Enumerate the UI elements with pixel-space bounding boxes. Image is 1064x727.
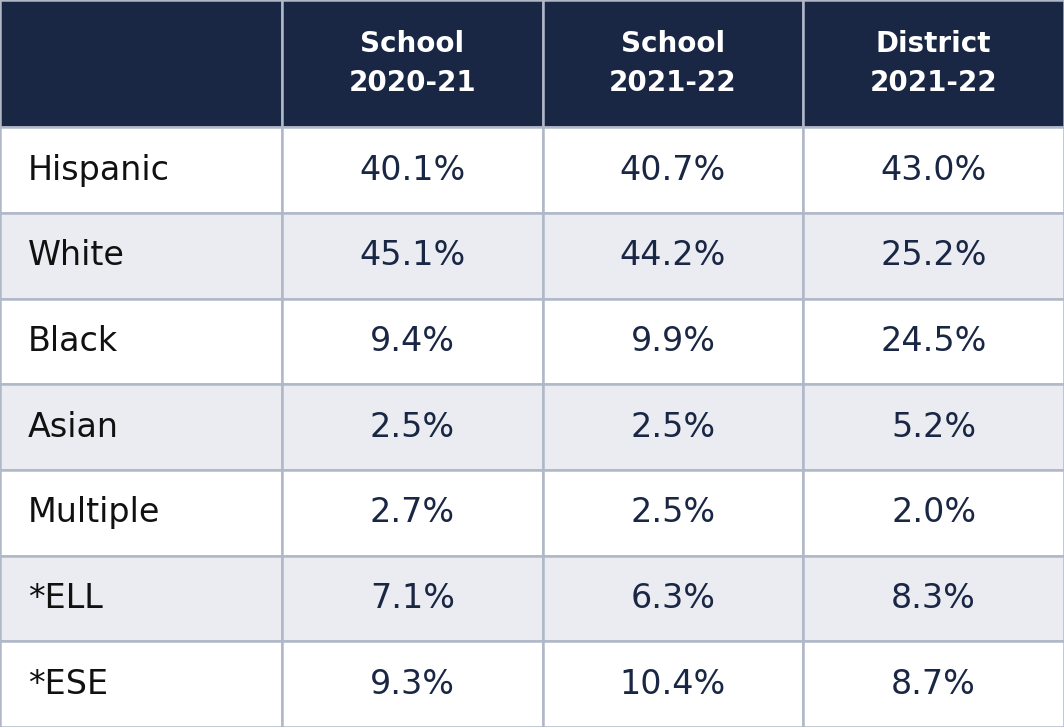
Text: 9.3%: 9.3% — [370, 667, 454, 701]
Text: Asian: Asian — [28, 411, 119, 443]
Text: 8.7%: 8.7% — [892, 667, 976, 701]
Bar — [282, 641, 543, 727]
Text: 5.2%: 5.2% — [891, 411, 977, 443]
Bar — [803, 385, 1064, 470]
Bar — [0, 470, 282, 555]
Bar — [0, 385, 282, 470]
Text: 40.7%: 40.7% — [620, 153, 726, 187]
Bar — [282, 213, 543, 299]
Bar — [0, 555, 282, 641]
Bar — [803, 127, 1064, 213]
Text: District
2021-22: District 2021-22 — [870, 30, 997, 97]
Bar — [282, 470, 543, 555]
Bar — [803, 213, 1064, 299]
Text: 44.2%: 44.2% — [620, 239, 726, 272]
Bar — [0, 0, 282, 127]
Bar — [543, 213, 803, 299]
Text: 2.5%: 2.5% — [630, 497, 716, 529]
Bar — [0, 299, 282, 385]
Text: *ELL: *ELL — [28, 582, 103, 615]
Text: 43.0%: 43.0% — [881, 153, 986, 187]
Bar — [803, 299, 1064, 385]
Text: 40.1%: 40.1% — [360, 153, 465, 187]
Text: 10.4%: 10.4% — [620, 667, 726, 701]
Bar — [803, 641, 1064, 727]
Bar — [543, 127, 803, 213]
Bar — [0, 127, 282, 213]
Bar — [543, 0, 803, 127]
Bar — [803, 470, 1064, 555]
Text: 7.1%: 7.1% — [370, 582, 454, 615]
Text: *ESE: *ESE — [28, 667, 109, 701]
Text: School
2021-22: School 2021-22 — [610, 30, 736, 97]
Bar — [543, 385, 803, 470]
Bar — [543, 470, 803, 555]
Bar — [803, 0, 1064, 127]
Bar — [282, 555, 543, 641]
Text: 9.4%: 9.4% — [370, 325, 454, 358]
Text: 2.7%: 2.7% — [369, 497, 455, 529]
Bar — [0, 641, 282, 727]
Bar — [543, 641, 803, 727]
Text: 25.2%: 25.2% — [880, 239, 987, 272]
Bar — [543, 555, 803, 641]
Text: 24.5%: 24.5% — [881, 325, 986, 358]
Text: 9.9%: 9.9% — [631, 325, 715, 358]
Text: Hispanic: Hispanic — [28, 153, 170, 187]
Bar — [282, 0, 543, 127]
Bar — [282, 127, 543, 213]
Text: 2.5%: 2.5% — [630, 411, 716, 443]
Text: 45.1%: 45.1% — [360, 239, 465, 272]
Text: 2.0%: 2.0% — [891, 497, 977, 529]
Text: 8.3%: 8.3% — [892, 582, 976, 615]
Bar — [282, 299, 543, 385]
Text: Black: Black — [28, 325, 118, 358]
Text: 2.5%: 2.5% — [369, 411, 455, 443]
Bar — [282, 385, 543, 470]
Bar — [803, 555, 1064, 641]
Text: 6.3%: 6.3% — [631, 582, 715, 615]
Bar — [0, 213, 282, 299]
Bar — [543, 299, 803, 385]
Text: School
2020-21: School 2020-21 — [349, 30, 476, 97]
Text: White: White — [28, 239, 126, 272]
Text: Multiple: Multiple — [28, 497, 161, 529]
